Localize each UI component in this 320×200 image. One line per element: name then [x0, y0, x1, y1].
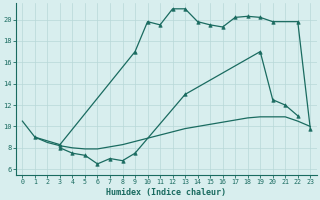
X-axis label: Humidex (Indice chaleur): Humidex (Indice chaleur): [106, 188, 226, 197]
